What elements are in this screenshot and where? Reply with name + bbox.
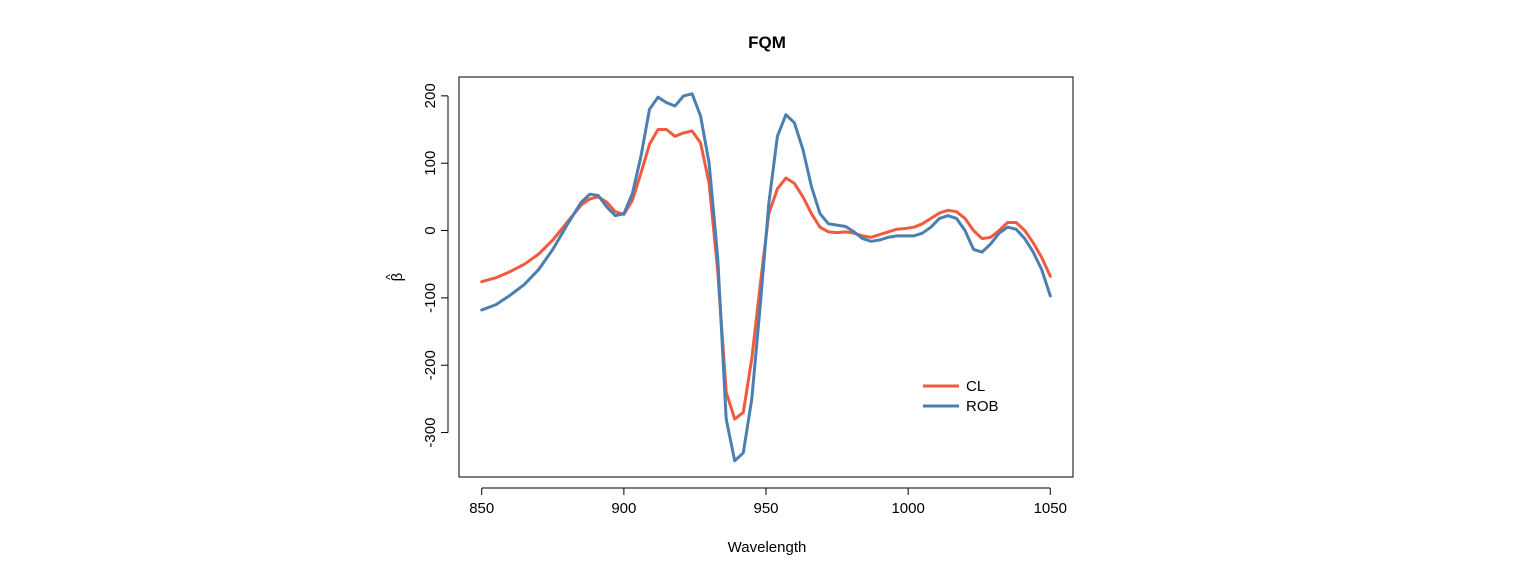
legend-label-rob: ROB [966,398,999,415]
x-tick-label: 950 [753,500,778,517]
series-line-rob [480,92,1052,463]
y-axis-title-text: β [389,272,406,281]
x-axis: 850 900 950 1000 1050 [469,487,1067,517]
x-tick-label: 900 [611,500,636,517]
y-axis-title-hat: ^ [383,274,397,280]
y-tick-label: 100 [422,151,439,176]
x-tick-label: 850 [469,500,494,517]
plot-frame [458,76,1074,478]
legend-label-cl: CL [966,378,985,395]
y-axis: -300 -200 -100 0 100 200 [422,83,449,448]
x-axis-title: Wavelength [728,539,807,556]
chart-title: FQM [748,33,786,52]
x-tick-label: 1000 [891,500,924,517]
y-tick-label: -100 [422,283,439,313]
y-axis-title: β ^ [383,272,406,281]
x-tick-label: 1050 [1034,500,1067,517]
series-layer [480,92,1052,463]
y-tick-label: -200 [422,350,439,380]
y-tick-label: 0 [422,226,439,234]
y-tick-label: -300 [422,418,439,448]
series-line-cl [480,128,1052,421]
y-tick-label: 200 [422,83,439,108]
legend: CL ROB [923,378,999,415]
